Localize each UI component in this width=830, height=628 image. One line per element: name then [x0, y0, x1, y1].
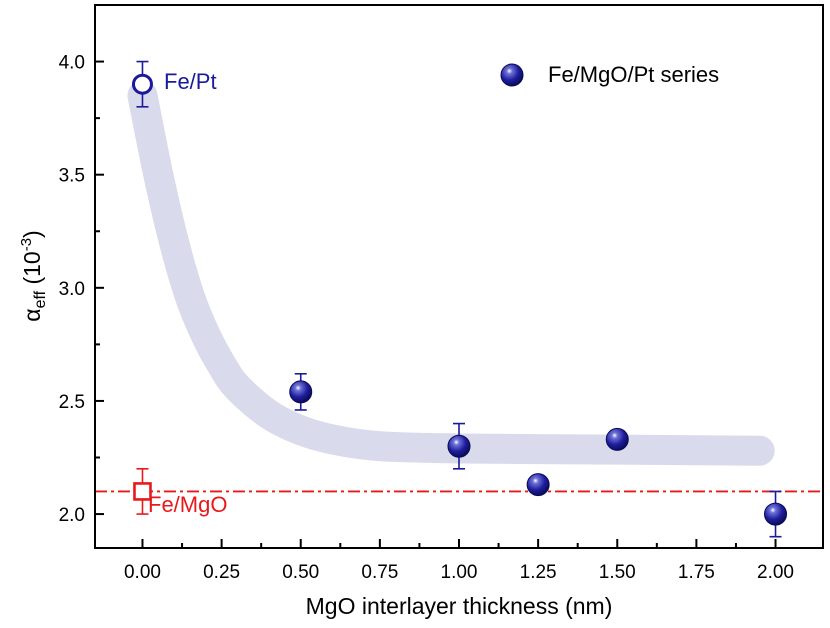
x-tick-label: 0.75	[361, 562, 398, 583]
y-axis-label-symbol: α	[19, 308, 45, 321]
legend-marker	[500, 63, 524, 87]
y-tick-label: 3.0	[59, 279, 85, 300]
x-tick-label: 0.25	[203, 562, 240, 583]
legend-label: Fe/MgO/Pt series	[548, 62, 719, 87]
x-tick-label: 1.00	[441, 562, 478, 583]
y-tick-label: 3.5	[59, 166, 85, 187]
y-tick-label: 2.5	[59, 392, 85, 413]
data-point-sphere	[289, 380, 313, 404]
data-point-fe-mgo	[133, 482, 152, 501]
y-axis-label-unit-close: )	[19, 230, 45, 238]
y-axis-label-subscript: eff	[32, 290, 49, 308]
y-tick-label: 4.0	[59, 53, 85, 74]
x-tick-label: 0.00	[124, 562, 161, 583]
y-axis-label-unit: (10	[19, 251, 45, 291]
data-point-sphere	[605, 427, 629, 451]
data-point-fe-pt	[131, 73, 153, 95]
x-axis-label: MgO interlayer thickness (nm)	[306, 593, 613, 619]
data-point-sphere	[526, 473, 550, 497]
x-tick-label: 1.75	[678, 562, 715, 583]
x-tick-label: 2.00	[757, 562, 794, 583]
x-tick-label: 0.50	[282, 562, 319, 583]
x-tick-label: 1.50	[599, 562, 636, 583]
annotation-fe-mgo: Fe/MgO	[148, 492, 227, 517]
data-point-sphere	[447, 434, 471, 458]
y-tick-label: 2.0	[59, 505, 85, 526]
y-axis-label: αeff (10-3)	[18, 230, 49, 321]
data-point-sphere	[764, 502, 788, 526]
x-tick-label: 1.25	[520, 562, 557, 583]
y-axis-label-exponent: -3	[18, 238, 35, 251]
annotation-fe-pt: Fe/Pt	[164, 69, 217, 94]
guide-curve	[127, 80, 775, 466]
